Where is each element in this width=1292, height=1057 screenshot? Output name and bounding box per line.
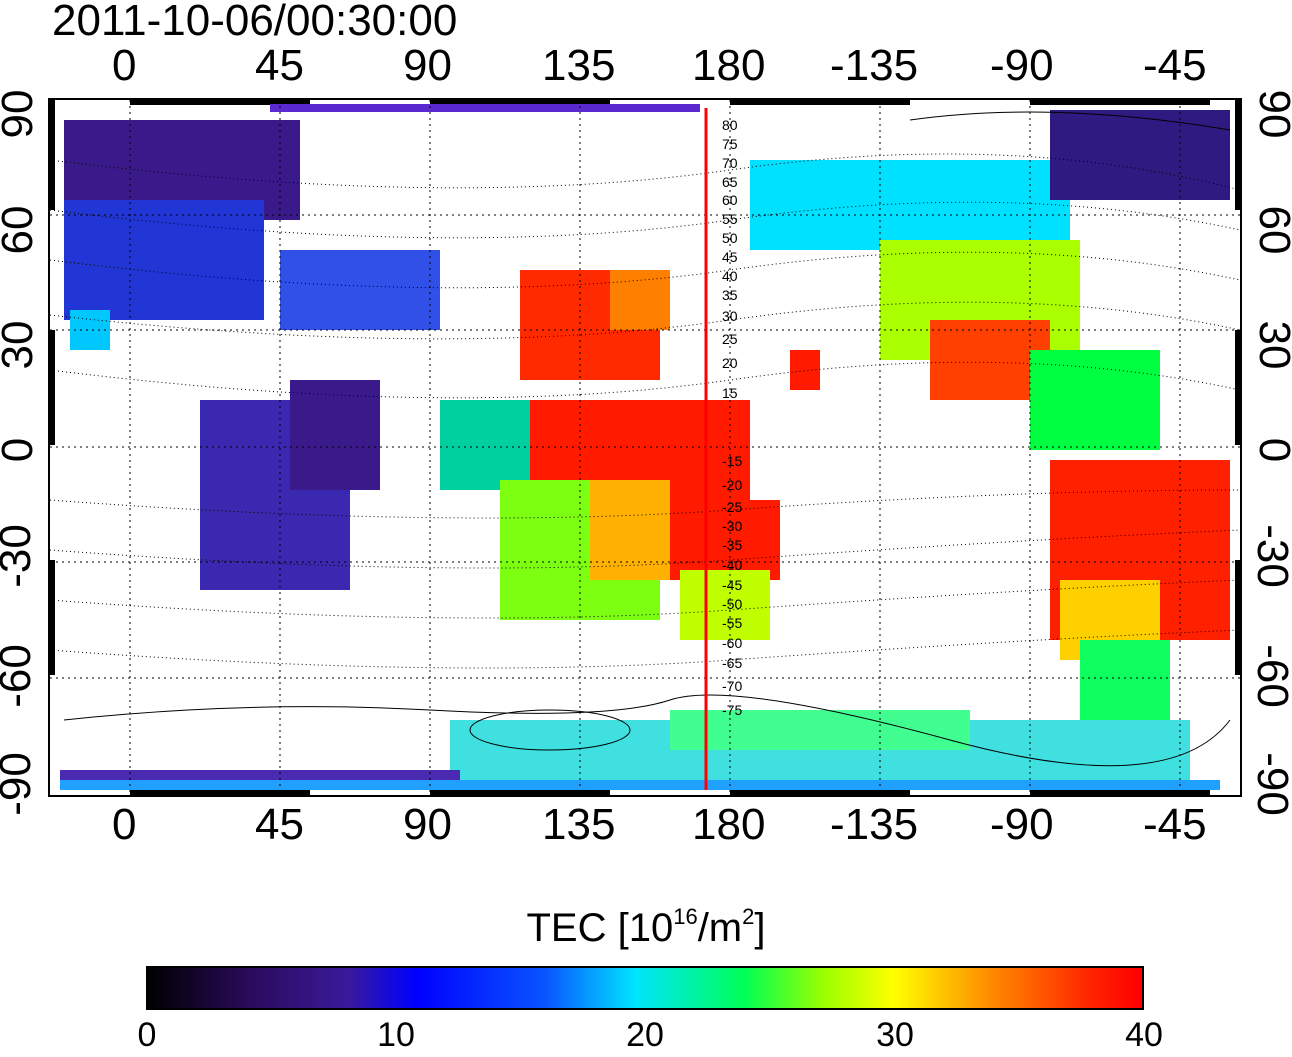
bottom-x-tick: 0 [112,800,137,849]
tec-patch [670,500,780,580]
mlat-label: -65 [722,655,742,671]
mlat-label: -15 [722,453,742,469]
colorbar-title-prefix: TEC [10 [526,906,674,950]
mlat-label: -20 [722,477,742,493]
mlat-label: 35 [722,287,738,303]
top-x-tick: 45 [255,41,304,90]
mlat-label: -35 [722,537,742,553]
right-y-tick: -90 [1248,752,1292,816]
colorbar-tick: 40 [1125,1016,1163,1054]
bottom-x-tick: -135 [830,800,919,849]
bottom-x-tick: -90 [990,800,1054,849]
tec-patch [70,310,110,350]
left-y-tick: -90 [0,752,40,816]
mlat-label: -30 [722,518,742,534]
bottom-x-tick: -45 [1143,800,1207,849]
tec-patch [64,200,264,320]
tec-patch [280,250,440,330]
tec-patch [790,350,820,390]
left-y-tick: 30 [0,320,42,370]
mlat-label: 60 [722,192,738,208]
right-y-tick: 30 [1250,320,1292,370]
top-x-tick: -90 [990,41,1054,90]
top-x-tick: 180 [692,41,766,90]
mlat-label: 20 [722,355,738,371]
left-y-tick: 90 [0,89,42,139]
right-y-tick: -60 [1248,644,1292,708]
colorbar-title-exponent: 16 [673,904,698,929]
mlat-label: -40 [722,557,742,573]
left-y-tick: -30 [0,524,40,588]
bottom-x-tick: 135 [542,800,616,849]
colorbar-tick: 0 [137,1016,157,1054]
mlat-label: 65 [722,174,738,190]
mlat-label: 50 [722,230,738,246]
mlat-label: 40 [722,268,738,284]
colorbar-title: TEC [1016/m2] [0,904,1292,951]
mlat-label: 75 [722,136,738,152]
top-x-tick: -135 [830,41,919,90]
colorbar-tick: 20 [626,1016,664,1054]
right-y-tick: 90 [1250,89,1292,139]
colorbar-title-suffix: ] [754,906,766,950]
tec-patch [590,480,670,580]
mlat-label: -60 [722,635,742,651]
frame-tick-bars [50,100,1240,795]
tec-map-plot: 80 75 70 65 60 55 50 45 40 35 30 25 20 1… [48,98,1242,797]
mlat-label: -55 [722,615,742,631]
colorbar-gradient [146,966,1144,1010]
top-x-tick: 0 [112,41,137,90]
tec-patch [750,160,1070,250]
mlat-label: 80 [722,117,738,133]
colorbar-title-unit-exponent: 2 [742,904,755,929]
bottom-x-tick: 45 [255,800,304,849]
left-y-tick: 60 [0,205,42,255]
mlat-label: -25 [722,499,742,515]
left-y-tick: -60 [0,644,40,708]
mlat-label: 15 [722,385,738,401]
map-timestamp-title: 2011-10-06/00:30:00 [52,0,458,45]
right-y-tick: 0 [1250,420,1292,480]
bottom-x-tick: 90 [403,800,452,849]
mlat-label: 70 [722,155,738,171]
mlat-label: 30 [722,308,738,324]
tec-patch [680,570,770,640]
tec-patch [1080,640,1170,720]
top-x-tick: 135 [542,41,616,90]
tec-patch [670,710,970,750]
tec-patch [60,780,1220,790]
right-y-tick: 60 [1250,205,1292,255]
tec-patch [1030,350,1160,450]
tec-patch [610,270,670,330]
colorbar-title-unit: /m [697,906,743,950]
mlat-label: -70 [722,678,742,694]
colorbar-tick: 10 [377,1016,415,1054]
mlat-label: -50 [722,596,742,612]
mlat-label: 45 [722,249,738,265]
tec-patch [270,104,700,112]
left-y-tick: 0 [0,420,42,480]
tec-patch [440,400,530,490]
tec-patch [290,380,380,490]
mlat-label: -75 [722,702,742,718]
coastlines [63,111,1231,767]
tec-patch [1050,110,1230,200]
mlat-label: -45 [722,577,742,593]
colorbar-tick: 30 [876,1016,914,1054]
bottom-x-tick: 180 [692,800,766,849]
mlat-label: 55 [722,211,738,227]
mlat-labels: 80 75 70 65 60 55 50 45 40 35 30 25 20 1… [722,117,742,718]
mlat-label: 25 [722,331,738,347]
top-x-tick: 90 [403,41,452,90]
top-x-tick: -45 [1143,41,1207,90]
right-y-tick: -30 [1248,524,1292,588]
tec-map-svg: 80 75 70 65 60 55 50 45 40 35 30 25 20 1… [50,100,1240,795]
magnetic-latitude-contours [50,153,1240,669]
graticule [50,100,1240,795]
